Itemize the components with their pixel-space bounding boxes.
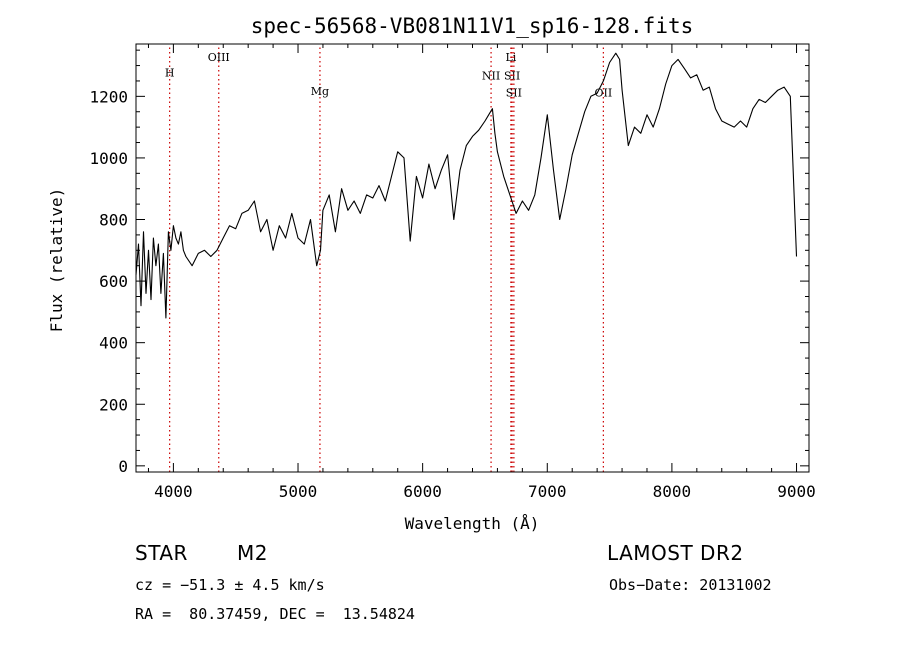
sky-coordinates: RA = 80.37459, DEC = 13.54824 [135, 605, 415, 623]
y-tick-label-1200: 1200 [89, 87, 128, 106]
line-label-mg-2: Mg [311, 85, 329, 98]
spectrum-line [135, 52, 798, 319]
y-axis-label: Flux (relative) [47, 188, 66, 333]
x-tick-label-9000: 9000 [777, 482, 816, 501]
redshift-velocity: cz = −51.3 ± 4.5 km/s [135, 576, 325, 594]
line-label-nii-3: NII [482, 69, 500, 82]
x-tick-label-5000: 5000 [279, 482, 318, 501]
x-axis-label: Wavelength (Å) [405, 514, 540, 533]
survey-name: LAMOST DR2 [607, 541, 744, 565]
y-tick-label-400: 400 [99, 334, 128, 353]
chart-title: spec-56568-VB081N11V1_sp16-128.fits [251, 14, 694, 38]
line-label-sii-6: SII [506, 86, 522, 99]
line-label-oiii-1: OIII [208, 51, 230, 64]
object-subclass: M2 [237, 541, 268, 565]
observation-date: Obs−Date: 20131002 [609, 576, 772, 594]
y-tick-label-0: 0 [118, 457, 128, 476]
y-tick-label-800: 800 [99, 211, 128, 230]
object-class: STAR [135, 541, 188, 565]
y-tick-label-1000: 1000 [89, 149, 128, 168]
plot-frame [135, 43, 810, 473]
x-tick-label-4000: 4000 [154, 482, 193, 501]
x-tick-label-8000: 8000 [653, 482, 692, 501]
x-tick-label-7000: 7000 [528, 482, 567, 501]
line-label-h-0: H [165, 66, 175, 79]
x-tick-label-6000: 6000 [403, 482, 442, 501]
y-tick-label-200: 200 [99, 395, 128, 414]
line-label-sii-5: SII [504, 69, 520, 82]
y-tick-label-600: 600 [99, 272, 128, 291]
line-label-li-4: Li [505, 51, 516, 64]
